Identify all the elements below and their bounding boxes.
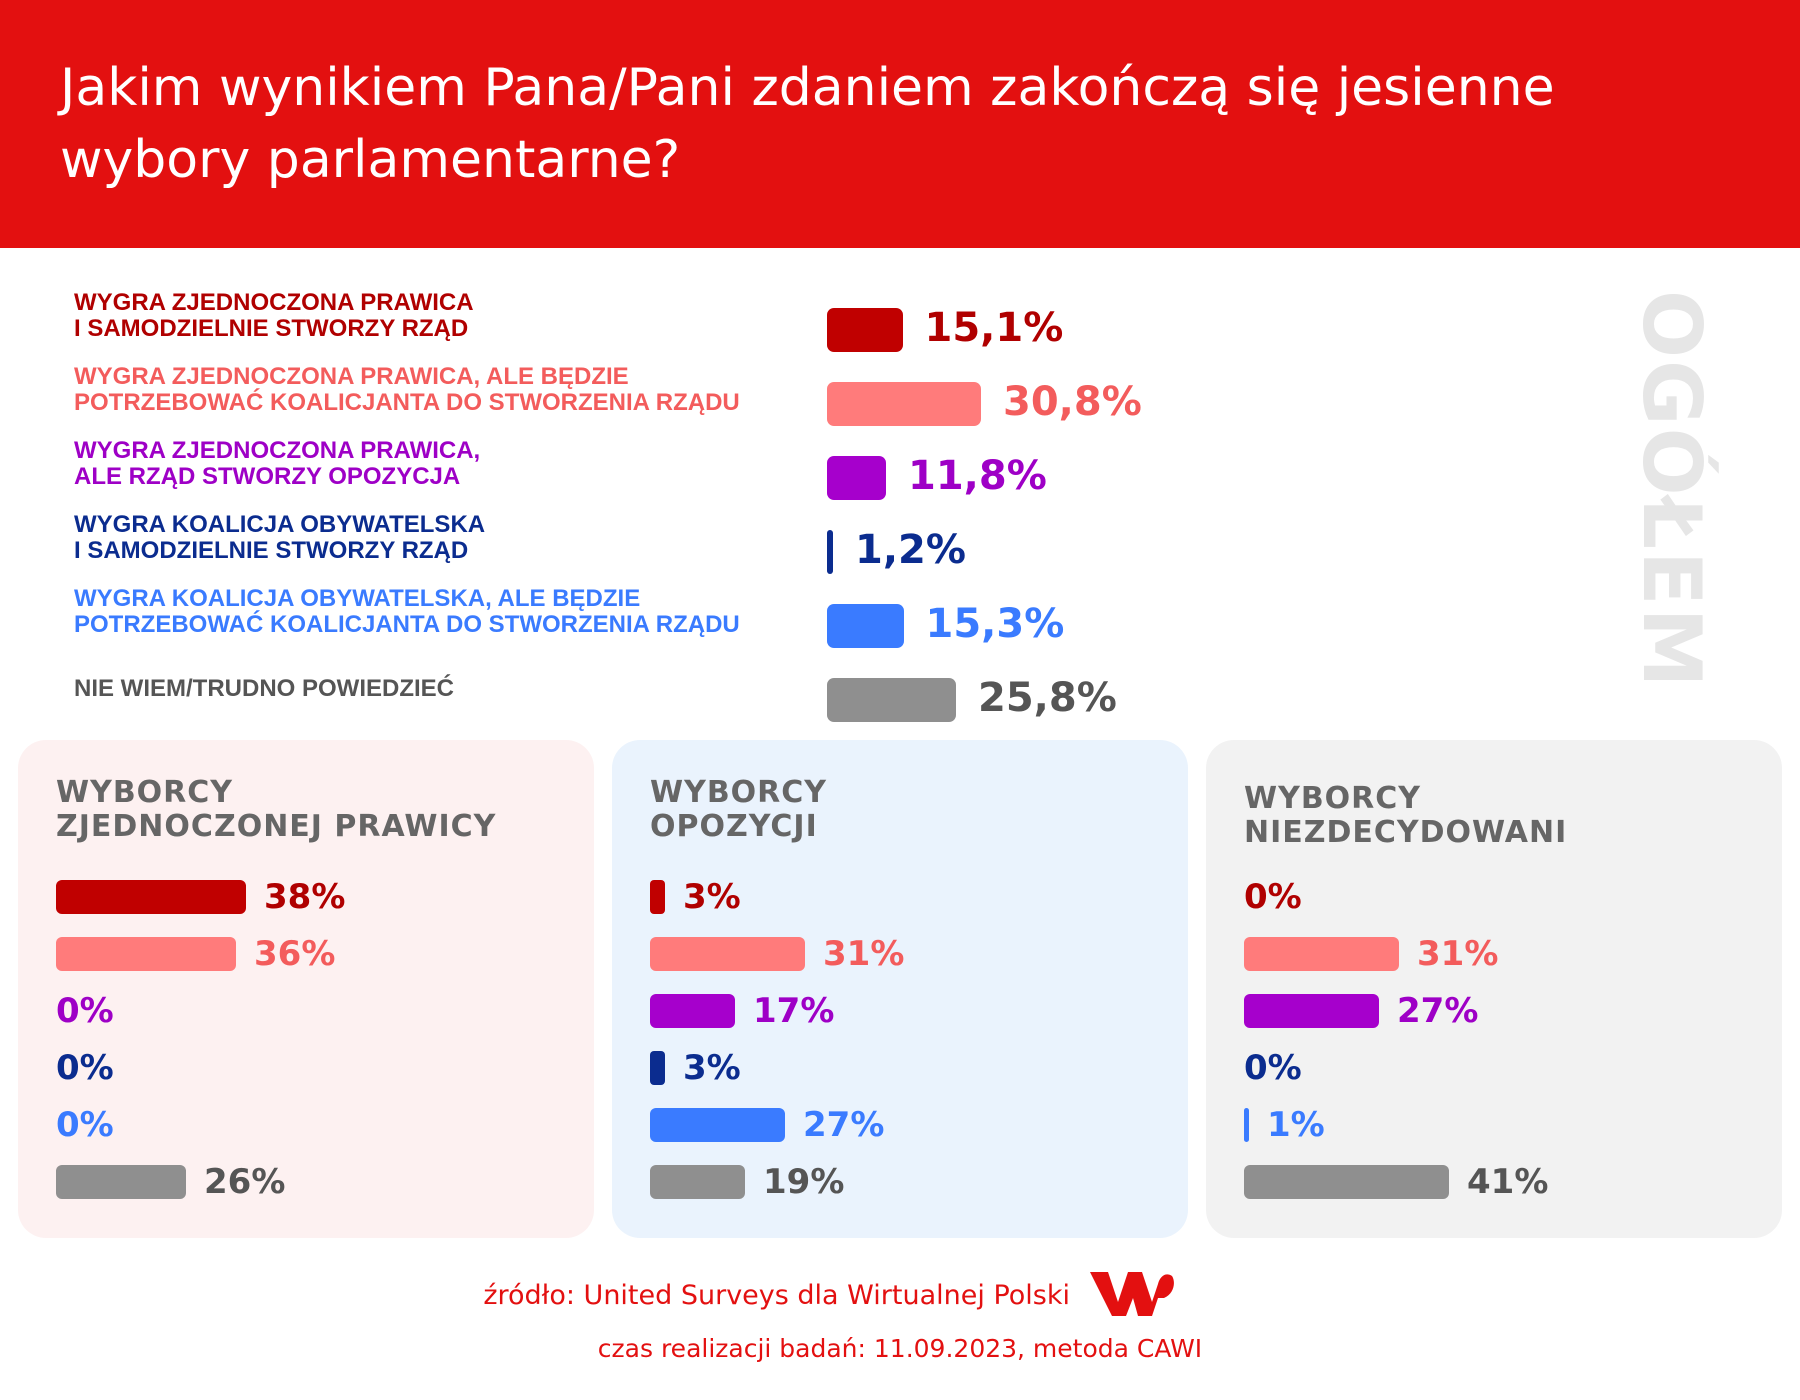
category-label: WYGRA ZJEDNOCZONA PRAWICA, ALE RZĄD STWO… — [74, 437, 481, 490]
overall-row: WYGRA ZJEDNOCZONA PRAWICA, ALE BĘDZIE PO… — [0, 362, 1800, 436]
panel-bar — [1244, 1165, 1449, 1199]
panel-row: 19% — [650, 1161, 1170, 1202]
panel-title: WYBORCY NIEZDECYDOWANI — [1244, 781, 1568, 850]
panel-bar — [650, 1108, 785, 1142]
panel-value-label: 31% — [1417, 934, 1499, 974]
panel-row: 17% — [650, 990, 1170, 1031]
panel-title: WYBORCY OPOZYCJI — [650, 775, 828, 844]
panel-value-label: 1% — [1267, 1105, 1325, 1145]
panel-row: 0% — [56, 1104, 576, 1145]
panel-value-label: 17% — [753, 991, 835, 1031]
category-label: WYGRA ZJEDNOCZONA PRAWICA I SAMODZIELNIE… — [74, 289, 474, 342]
overall-bar — [827, 678, 956, 722]
overall-row: NIE WIEM/TRUDNO POWIEDZIEĆ 25,8% — [0, 658, 1800, 732]
panel-bar — [56, 937, 236, 971]
panel-row: 36% — [56, 933, 576, 974]
panel-bar — [650, 1165, 745, 1199]
overall-value-label: 15,1% — [924, 305, 1064, 351]
overall-side-label: OGÓŁEM — [1625, 290, 1718, 690]
overall-row: WYGRA ZJEDNOCZONA PRAWICA I SAMODZIELNIE… — [0, 288, 1800, 362]
panel-right-voters: WYBORCY ZJEDNOCZONEJ PRAWICY 38% 36% 0% 0% 0%… — [18, 740, 594, 1238]
footer-source: źródło: United Surveys dla Wirtualnej Po… — [483, 1280, 1070, 1311]
panel-value-label: 26% — [204, 1162, 286, 1202]
header-banner: Jakim wynikiem Pana/Pani zdaniem zakończ… — [0, 0, 1800, 248]
panel-row: 3% — [650, 876, 1170, 917]
panel-bar — [56, 1165, 186, 1199]
panel-value-label: 0% — [1244, 1048, 1302, 1088]
category-label: WYGRA ZJEDNOCZONA PRAWICA, ALE BĘDZIE PO… — [74, 363, 740, 416]
panel-bar — [650, 880, 665, 914]
page-title: Jakim wynikiem Pana/Pani zdaniem zakończ… — [60, 58, 1555, 190]
overall-bar — [827, 308, 903, 352]
panel-value-label: 19% — [763, 1162, 845, 1202]
panel-value-label: 3% — [683, 1048, 741, 1088]
panel-row: 3% — [650, 1047, 1170, 1088]
panel-row: 27% — [1244, 990, 1764, 1031]
overall-bar — [827, 530, 833, 574]
overall-value-label: 15,3% — [925, 601, 1065, 647]
overall-value-label: 30,8% — [1003, 379, 1142, 425]
panel-bar — [650, 1051, 665, 1085]
panel-value-label: 0% — [1244, 877, 1302, 917]
panel-row: 26% — [56, 1161, 576, 1202]
panel-value-label: 27% — [803, 1105, 885, 1145]
panel-row: 1% — [1244, 1104, 1764, 1145]
overall-row: WYGRA ZJEDNOCZONA PRAWICA, ALE RZĄD STWO… — [0, 436, 1800, 510]
panel-row: 31% — [650, 933, 1170, 974]
overall-row: WYGRA KOALICJA OBYWATELSKA I SAMODZIELNI… — [0, 510, 1800, 584]
panel-row: 38% — [56, 876, 576, 917]
panel-row: 0% — [1244, 876, 1764, 917]
panel-value-label: 41% — [1467, 1162, 1549, 1202]
category-label: WYGRA KOALICJA OBYWATELSKA I SAMODZIELNI… — [74, 511, 486, 564]
panel-undecided-voters: WYBORCY NIEZDECYDOWANI 0% 31% 27% 0% 1% 41% — [1206, 740, 1782, 1238]
panel-row: 0% — [56, 1047, 576, 1088]
category-label: NIE WIEM/TRUDNO POWIEDZIEĆ — [74, 675, 454, 702]
panel-value-label: 0% — [56, 1048, 114, 1088]
panel-bar — [1244, 937, 1399, 971]
overall-bar — [827, 604, 904, 648]
panel-row: 31% — [1244, 933, 1764, 974]
panel-bar — [1244, 1108, 1249, 1142]
overall-value-label: 25,8% — [978, 675, 1117, 721]
panel-row: 0% — [56, 990, 576, 1031]
panel-value-label: 38% — [264, 877, 346, 917]
panel-row: 0% — [1244, 1047, 1764, 1088]
overall-value-label: 1,2% — [855, 527, 966, 573]
panel-bar — [1244, 994, 1379, 1028]
panel-value-label: 0% — [56, 1105, 114, 1145]
panel-bar — [650, 937, 805, 971]
category-label: WYGRA KOALICJA OBYWATELSKA, ALE BĘDZIE P… — [74, 585, 740, 638]
panel-title: WYBORCY ZJEDNOCZONEJ PRAWICY — [56, 775, 497, 844]
panel-row: 27% — [650, 1104, 1170, 1145]
footer-date: czas realizacji badań: 11.09.2023, metod… — [597, 1334, 1203, 1363]
overall-bar — [827, 456, 886, 500]
panel-value-label: 0% — [56, 991, 114, 1031]
overall-value-label: 11,8% — [908, 453, 1047, 499]
overall-row: WYGRA KOALICJA OBYWATELSKA, ALE BĘDZIE P… — [0, 584, 1800, 658]
panel-value-label: 36% — [254, 934, 336, 974]
panel-value-label: 31% — [823, 934, 905, 974]
overall-bar — [827, 382, 981, 426]
wp-logo — [1090, 1272, 1174, 1316]
panel-bar — [56, 880, 246, 914]
panel-row: 41% — [1244, 1161, 1764, 1202]
panel-bar — [650, 994, 735, 1028]
panel-opposition-voters: WYBORCY OPOZYCJI 3% 31% 17% 3% 27% 19% — [612, 740, 1188, 1238]
panel-value-label: 27% — [1397, 991, 1479, 1031]
panel-value-label: 3% — [683, 877, 741, 917]
